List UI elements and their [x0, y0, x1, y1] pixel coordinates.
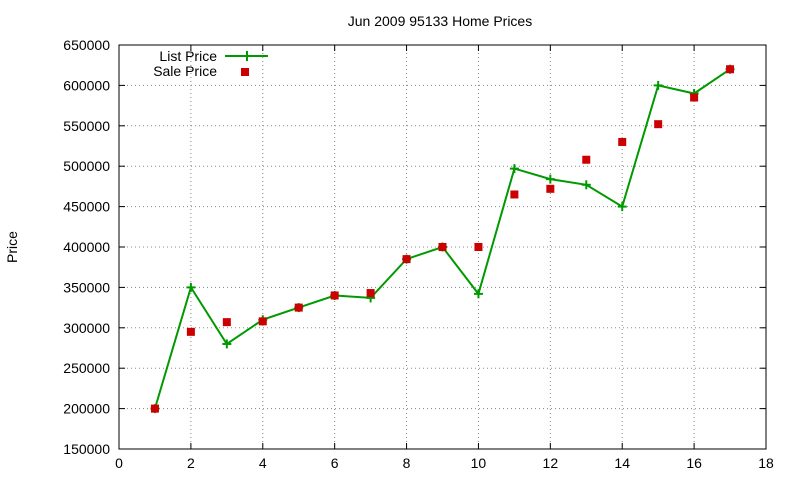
y-tick-label: 650000 [63, 37, 110, 53]
sale-price-marker [474, 243, 483, 251]
legend-marker-list-price [242, 51, 252, 61]
y-axis-label: Price [4, 231, 20, 263]
legend-label-list-price: List Price [159, 48, 217, 64]
y-tick-label: 150000 [63, 441, 110, 457]
x-tick-label: 12 [543, 455, 559, 471]
axis-ticks: 0 2 4 6 8 10 12 14 16 18 150000 200000 250000 300000 3… [63, 37, 774, 471]
y-tick-label: 500000 [63, 158, 110, 174]
sale-price-marker [186, 327, 195, 336]
y-tick-label: 200000 [63, 401, 110, 417]
sale-price-marker [258, 317, 267, 326]
sale-price-marker [726, 65, 735, 74]
series-sale-price [150, 65, 735, 413]
x-tick-label: 10 [471, 455, 487, 471]
x-tick-label: 14 [614, 455, 630, 471]
y-tick-label: 250000 [63, 360, 110, 376]
list-price-marker [581, 180, 591, 190]
x-tick-label: 0 [115, 455, 123, 471]
sale-price-marker [618, 137, 627, 146]
list-price-marker [186, 282, 196, 292]
x-tick-label: 16 [686, 455, 702, 471]
list-price-marker [653, 80, 663, 90]
y-tick-label: 550000 [63, 118, 110, 134]
list-price-marker [509, 164, 519, 174]
sale-price-marker [438, 243, 447, 251]
sale-price-marker [402, 255, 411, 264]
x-tick-label: 6 [331, 455, 339, 471]
grid-lines [119, 45, 766, 449]
sale-price-marker [510, 190, 519, 199]
y-tick-label: 600000 [63, 77, 110, 93]
sale-price-marker [654, 120, 663, 129]
list-price-marker [473, 289, 483, 299]
legend-label-sale-price: Sale Price [153, 63, 217, 79]
y-tick-label: 350000 [63, 279, 110, 295]
sale-price-marker [294, 303, 303, 312]
series-list-price [150, 64, 735, 414]
sale-price-marker [690, 93, 699, 102]
sale-price-marker [150, 404, 159, 413]
x-tick-label: 2 [187, 455, 195, 471]
sale-price-marker [222, 318, 231, 327]
x-tick-label: 4 [259, 455, 267, 471]
sale-price-marker [582, 155, 591, 164]
list-price-line [153, 68, 731, 409]
chart-title: Jun 2009 95133 Home Prices [348, 13, 532, 29]
y-tick-label: 400000 [63, 239, 110, 255]
x-tick-label: 18 [758, 455, 774, 471]
list-price-marker [222, 339, 232, 349]
sale-price-marker [330, 291, 339, 300]
x-tick-label: 8 [403, 455, 411, 471]
y-tick-label: 300000 [63, 320, 110, 336]
legend: List Price Sale Price [153, 48, 268, 79]
list-price-marker [545, 174, 555, 184]
sale-price-marker [546, 184, 555, 193]
list-price-marker [617, 202, 627, 212]
sale-price-marker [366, 289, 375, 298]
y-tick-label: 450000 [63, 199, 110, 215]
legend-marker-sale-price [241, 68, 249, 76]
